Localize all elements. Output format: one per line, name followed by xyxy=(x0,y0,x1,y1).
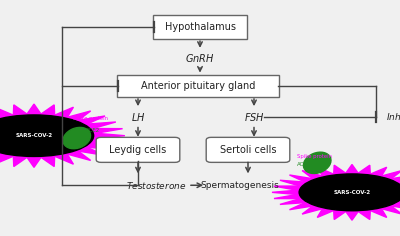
Polygon shape xyxy=(379,171,400,180)
FancyBboxPatch shape xyxy=(153,15,247,39)
Polygon shape xyxy=(65,150,91,160)
Polygon shape xyxy=(396,180,400,187)
Text: ACE2: ACE2 xyxy=(297,161,311,167)
Text: $Inhibin$: $Inhibin$ xyxy=(386,111,400,122)
Text: Sertoli cells: Sertoli cells xyxy=(220,145,276,155)
Text: $LH$: $LH$ xyxy=(131,111,145,123)
Polygon shape xyxy=(65,111,91,121)
Ellipse shape xyxy=(299,174,400,211)
Text: ACE2: ACE2 xyxy=(86,128,100,134)
Polygon shape xyxy=(368,167,387,177)
Polygon shape xyxy=(396,198,400,204)
Polygon shape xyxy=(317,208,336,217)
Polygon shape xyxy=(53,153,74,164)
Polygon shape xyxy=(368,208,387,217)
Polygon shape xyxy=(0,111,3,121)
Polygon shape xyxy=(26,156,42,167)
Polygon shape xyxy=(389,175,400,183)
Polygon shape xyxy=(280,180,308,187)
Polygon shape xyxy=(334,210,347,219)
Polygon shape xyxy=(0,153,15,164)
Polygon shape xyxy=(272,190,300,195)
Polygon shape xyxy=(302,205,325,214)
Polygon shape xyxy=(357,210,370,219)
FancyBboxPatch shape xyxy=(206,137,290,162)
Text: SARS-COV-2: SARS-COV-2 xyxy=(16,133,52,138)
FancyBboxPatch shape xyxy=(117,76,279,97)
Polygon shape xyxy=(40,105,55,116)
Polygon shape xyxy=(317,167,336,177)
Ellipse shape xyxy=(304,152,331,173)
Polygon shape xyxy=(274,194,302,199)
Polygon shape xyxy=(274,186,302,191)
Polygon shape xyxy=(357,165,370,175)
Polygon shape xyxy=(26,104,42,115)
Polygon shape xyxy=(76,146,105,156)
Text: $FSH$: $FSH$ xyxy=(244,111,264,123)
Polygon shape xyxy=(90,138,122,143)
Text: Leydig cells: Leydig cells xyxy=(109,145,167,155)
Polygon shape xyxy=(84,142,116,149)
Ellipse shape xyxy=(63,127,90,149)
Polygon shape xyxy=(13,155,28,167)
Polygon shape xyxy=(302,171,325,180)
Polygon shape xyxy=(40,155,55,167)
Polygon shape xyxy=(84,122,116,129)
Polygon shape xyxy=(53,107,74,118)
Polygon shape xyxy=(93,133,125,138)
Polygon shape xyxy=(345,211,359,220)
Polygon shape xyxy=(0,107,15,118)
Polygon shape xyxy=(290,202,315,210)
Polygon shape xyxy=(13,105,28,116)
Text: Spermatogenesis: Spermatogenesis xyxy=(201,181,279,190)
FancyBboxPatch shape xyxy=(96,137,180,162)
Polygon shape xyxy=(280,198,308,204)
Text: $Testosterone$: $Testosterone$ xyxy=(126,180,186,191)
Polygon shape xyxy=(0,150,3,160)
Text: Anterior pituitary gland: Anterior pituitary gland xyxy=(141,81,255,91)
Text: Hypothalamus: Hypothalamus xyxy=(164,22,236,32)
Polygon shape xyxy=(389,202,400,210)
Polygon shape xyxy=(290,175,315,183)
Text: Spike protein: Spike protein xyxy=(297,154,332,160)
Polygon shape xyxy=(76,116,105,125)
Polygon shape xyxy=(345,164,359,174)
Polygon shape xyxy=(334,165,347,175)
Polygon shape xyxy=(379,205,400,214)
Ellipse shape xyxy=(0,115,94,156)
Text: Spike protein: Spike protein xyxy=(73,116,108,121)
Text: $GnRH$: $GnRH$ xyxy=(185,52,215,64)
Text: SARS-COV-2: SARS-COV-2 xyxy=(334,190,370,195)
Polygon shape xyxy=(90,128,122,134)
